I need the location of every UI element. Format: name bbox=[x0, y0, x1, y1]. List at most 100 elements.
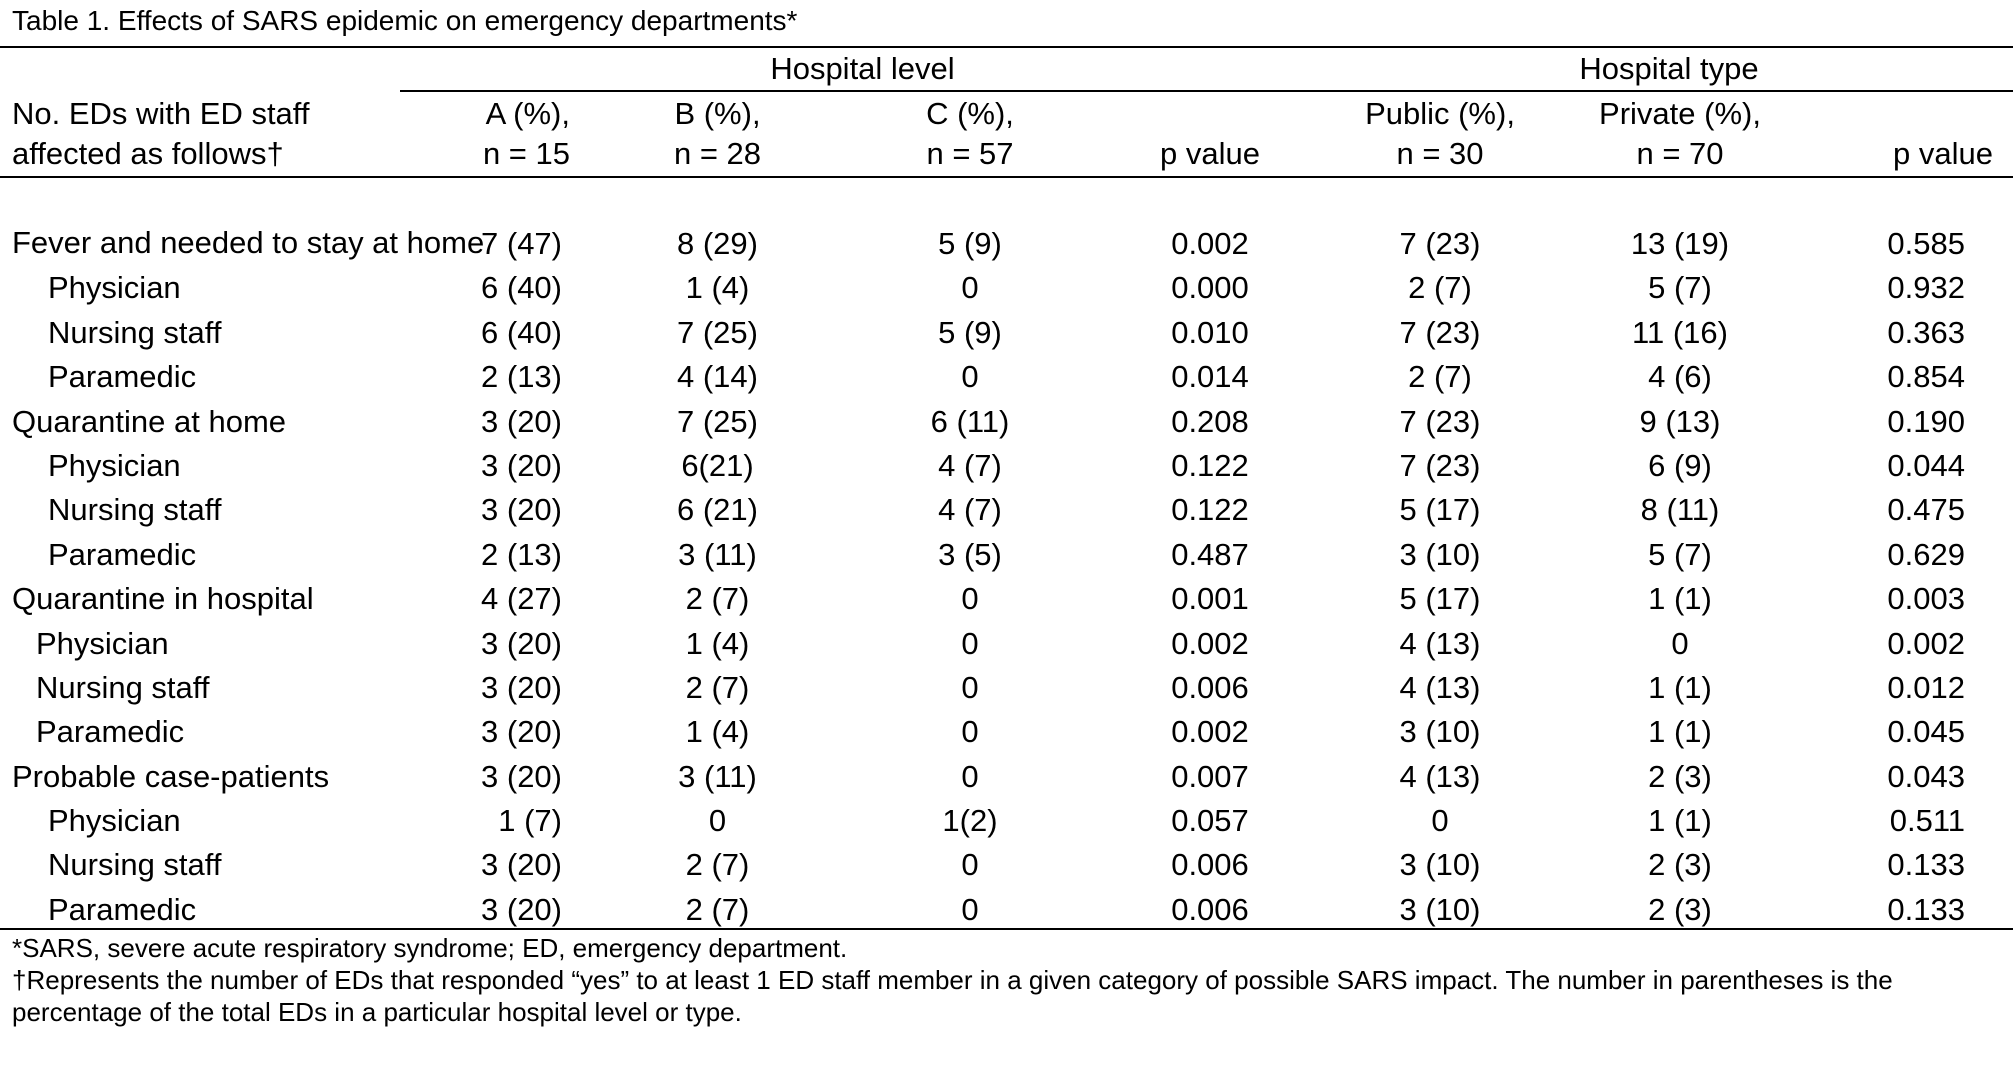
col-header-public-line2: n = 30 bbox=[1325, 132, 1555, 178]
cell-private: 2 (3) bbox=[1555, 883, 1805, 930]
cell-private: 1 (1) bbox=[1648, 581, 1712, 617]
cell-a: 1 (7) bbox=[498, 803, 562, 839]
cell-c: 0 bbox=[961, 270, 979, 306]
table-row: Paramedic 2 (13) 3 (11) 3 (5) 0.487 3 (10) 5 (… bbox=[0, 528, 2013, 572]
cell-b: 6(21) bbox=[681, 447, 754, 483]
cell-c: 0 bbox=[961, 714, 979, 750]
col-header-private-line1: Private (%), bbox=[1599, 96, 1761, 131]
cell-c: 0 bbox=[961, 359, 979, 395]
cell-private: 6 (9) bbox=[1648, 447, 1712, 483]
row-label: Physician bbox=[48, 803, 181, 839]
cell-a: 4 (27) bbox=[481, 581, 562, 617]
cell-public: 3 (10) bbox=[1399, 714, 1481, 750]
cell-b: 7 (25) bbox=[677, 314, 758, 350]
row-label: Nursing staff bbox=[48, 492, 222, 528]
cell-p-value-level: 0.006 bbox=[1171, 847, 1249, 883]
sars-effects-table: Hospital level Hospital type No. EDs wit… bbox=[0, 46, 2013, 930]
cell-private: 1 (1) bbox=[1648, 803, 1712, 839]
row-label: Nursing staff bbox=[48, 847, 222, 883]
col-header-a-line2: n = 15 bbox=[400, 132, 590, 178]
cell-c: 1(2) bbox=[942, 803, 998, 839]
row-label-header-line1: No. EDs with ED staff bbox=[12, 96, 310, 131]
cell-c: 3 (5) bbox=[938, 536, 1002, 572]
cell-a: 3 (20) bbox=[481, 447, 562, 483]
col-header-a-line1: A (%), bbox=[485, 96, 570, 131]
cell-a: 3 (20) bbox=[481, 492, 562, 528]
cell-c: 0 bbox=[845, 883, 1095, 930]
row-label: Paramedic bbox=[48, 359, 197, 395]
cell-private: 11 (16) bbox=[1632, 314, 1728, 350]
cell-p-value-level: 0.122 bbox=[1171, 447, 1249, 483]
cell-a: 6 (40) bbox=[481, 314, 562, 350]
cell-p-value-level: 0.000 bbox=[1171, 270, 1249, 306]
row-label: Probable case-patients bbox=[12, 758, 330, 794]
cell-public: 0 bbox=[1431, 803, 1449, 839]
cell-b: 2 (7) bbox=[685, 581, 750, 617]
cell-p-value-type: 0.133 bbox=[1887, 847, 1965, 883]
col-header-b-line2: n = 28 bbox=[590, 132, 845, 178]
cell-p-value-level: 0.057 bbox=[1171, 803, 1249, 839]
cell-c: 0 bbox=[961, 847, 979, 883]
cell-c: 5 (9) bbox=[938, 226, 1002, 261]
cell-b: 7 (25) bbox=[677, 403, 758, 439]
cell-public: 3 (10) bbox=[1325, 883, 1555, 930]
col-header-c-line2: n = 57 bbox=[845, 132, 1095, 178]
table-row: Physician 3 (20) 1 (4) 0 0.002 4 (13) 0 0.002 bbox=[0, 617, 2013, 661]
cell-p-value-type: 0.363 bbox=[1887, 314, 1965, 350]
cell-public: 7 (23) bbox=[1399, 314, 1481, 350]
cell-b: 1 (4) bbox=[685, 714, 750, 750]
row-label-header-line2: affected as follows† bbox=[0, 132, 400, 178]
cell-private: 9 (13) bbox=[1639, 403, 1721, 439]
cell-p-value-level: 0.010 bbox=[1171, 314, 1249, 350]
cell-public: 2 (7) bbox=[1408, 359, 1472, 395]
cell-p-value-type: 0.045 bbox=[1887, 714, 1965, 750]
cell-p-value-type: 0.854 bbox=[1887, 359, 1965, 395]
cell-public: 4 (13) bbox=[1399, 625, 1481, 661]
cell-private: 4 (6) bbox=[1648, 359, 1712, 395]
cell-c: 4 (7) bbox=[938, 447, 1002, 483]
col-header-p-value-type: p value bbox=[1805, 132, 2013, 178]
cell-p-value-type: 0.511 bbox=[1889, 803, 1965, 839]
cell-p-value-type: 0.475 bbox=[1887, 492, 1965, 528]
cell-public: 4 (13) bbox=[1399, 758, 1481, 794]
cell-p-value-level: 0.006 bbox=[1171, 669, 1249, 705]
footnote-dagger: †Represents the number of EDs that respo… bbox=[12, 965, 1893, 1027]
row-label: Fever and needed to stay at home bbox=[12, 225, 485, 260]
cell-private: 0 bbox=[1671, 625, 1689, 661]
table-row: Nursing staff 3 (20) 2 (7) 0 0.006 3 (10) 2 (3… bbox=[0, 839, 2013, 883]
cell-p-value-type: 0.003 bbox=[1887, 581, 1965, 617]
cell-a: 3 (20) bbox=[481, 714, 562, 750]
cell-c: 6 (11) bbox=[930, 403, 1010, 439]
cell-b: 2 (7) bbox=[685, 847, 750, 883]
cell-public: 3 (10) bbox=[1399, 536, 1481, 572]
group-header-hospital-level: Hospital level bbox=[400, 48, 1325, 92]
cell-a: 3 (20) bbox=[400, 883, 590, 930]
table-row: Paramedic 3 (20) 2 (7) 0 0.006 3 (10) 2 (3) 0.1… bbox=[0, 883, 2013, 930]
cell-b: 1 (4) bbox=[685, 625, 750, 661]
cell-private: 1 (1) bbox=[1648, 714, 1712, 750]
table-row: Nursing staff 3 (20) 2 (7) 0 0.006 4 (13) 1 (1… bbox=[0, 662, 2013, 706]
table-row: Nursing staff 3 (20) 6 (21) 4 (7) 0.122 5 (17… bbox=[0, 484, 2013, 528]
cell-p-value-level: 0.006 bbox=[1095, 883, 1325, 930]
footnote-sars: *SARS, severe acute respiratory syndrome… bbox=[12, 933, 848, 963]
cell-b: 1 (4) bbox=[685, 270, 750, 306]
cell-b: 3 (11) bbox=[678, 536, 757, 572]
cell-a: 3 (20) bbox=[481, 758, 562, 794]
col-header-private-line2: n = 70 bbox=[1555, 132, 1805, 178]
cell-a: 6 (40) bbox=[481, 270, 562, 306]
cell-private: 8 (11) bbox=[1640, 492, 1720, 528]
row-label: Physician bbox=[36, 625, 169, 661]
table-row: Physician 3 (20) 6(21) 4 (7) 0.122 7 (23) 6 (9… bbox=[0, 440, 2013, 484]
col-header-c-line1: C (%), bbox=[926, 96, 1014, 131]
cell-a: 2 (13) bbox=[481, 359, 562, 395]
table-row: Paramedic 2 (13) 4 (14) 0 0.014 2 (7) 4 (6) 0.8… bbox=[0, 351, 2013, 395]
cell-p-value-type: 0.044 bbox=[1887, 447, 1965, 483]
table-row: Quarantine in hospital 4 (27) 2 (7) 0 0.001 5… bbox=[0, 573, 2013, 617]
row-label: Physician bbox=[48, 447, 181, 483]
cell-c: 0 bbox=[961, 669, 979, 705]
cell-c: 5 (9) bbox=[938, 314, 1002, 350]
cell-p-value-type: 0.585 bbox=[1887, 226, 1965, 261]
row-label: Physician bbox=[48, 270, 181, 306]
cell-public: 7 (23) bbox=[1399, 447, 1481, 483]
cell-private: 1 (1) bbox=[1648, 669, 1712, 705]
